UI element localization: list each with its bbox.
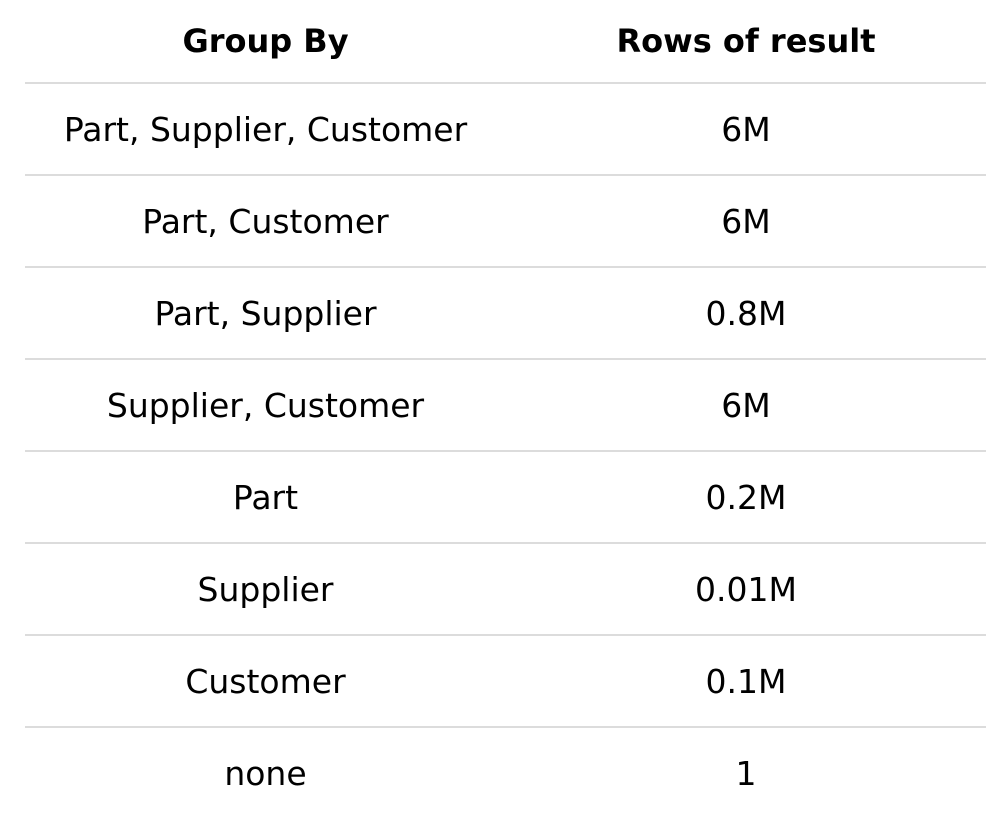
rows-of-result-cell: 0.1M (506, 635, 986, 728)
rows-of-result-cell: 0.8M (506, 267, 986, 360)
table-row: Customer 0.1M (25, 635, 986, 728)
table-row: Part, Supplier, Customer 6M (25, 83, 986, 176)
results-table-container: Group By Rows of result Part, Supplier, … (25, 0, 986, 812)
group-by-cell: Part, Supplier (25, 267, 506, 360)
group-by-cell: Part, Supplier, Customer (25, 83, 506, 176)
group-by-cell: Supplier (25, 543, 506, 636)
table-row: Part, Supplier 0.8M (25, 267, 986, 360)
table-row: Part, Customer 6M (25, 175, 986, 268)
results-table: Group By Rows of result Part, Supplier, … (25, 0, 986, 818)
table-body: Part, Supplier, Customer 6M Part, Custom… (25, 83, 986, 818)
table-row: Supplier, Customer 6M (25, 359, 986, 452)
table-row: Part 0.2M (25, 451, 986, 544)
group-by-cell: Supplier, Customer (25, 359, 506, 452)
group-by-cell: Part, Customer (25, 175, 506, 268)
rows-of-result-cell: 1 (735, 753, 757, 793)
rows-of-result-cell: 6M (506, 175, 986, 268)
column-header-group-by: Group By (25, 0, 506, 84)
header-row: Group By Rows of result (25, 0, 986, 84)
table-row: Supplier 0.01M (25, 543, 986, 636)
column-header-rows-of-result: Rows of result (506, 0, 986, 84)
rows-of-result-cell: 0.01M (506, 543, 986, 636)
group-by-cell: Customer (25, 635, 506, 728)
table-header: Group By Rows of result (25, 0, 986, 84)
rows-of-result-cell: 0.2M (506, 451, 986, 544)
group-by-cell: Part (25, 451, 506, 544)
rows-of-result-cell: 6M (506, 359, 986, 452)
table-row: none 1 (25, 727, 986, 818)
group-by-cell: none (224, 753, 307, 793)
rows-of-result-cell: 6M (506, 83, 986, 176)
